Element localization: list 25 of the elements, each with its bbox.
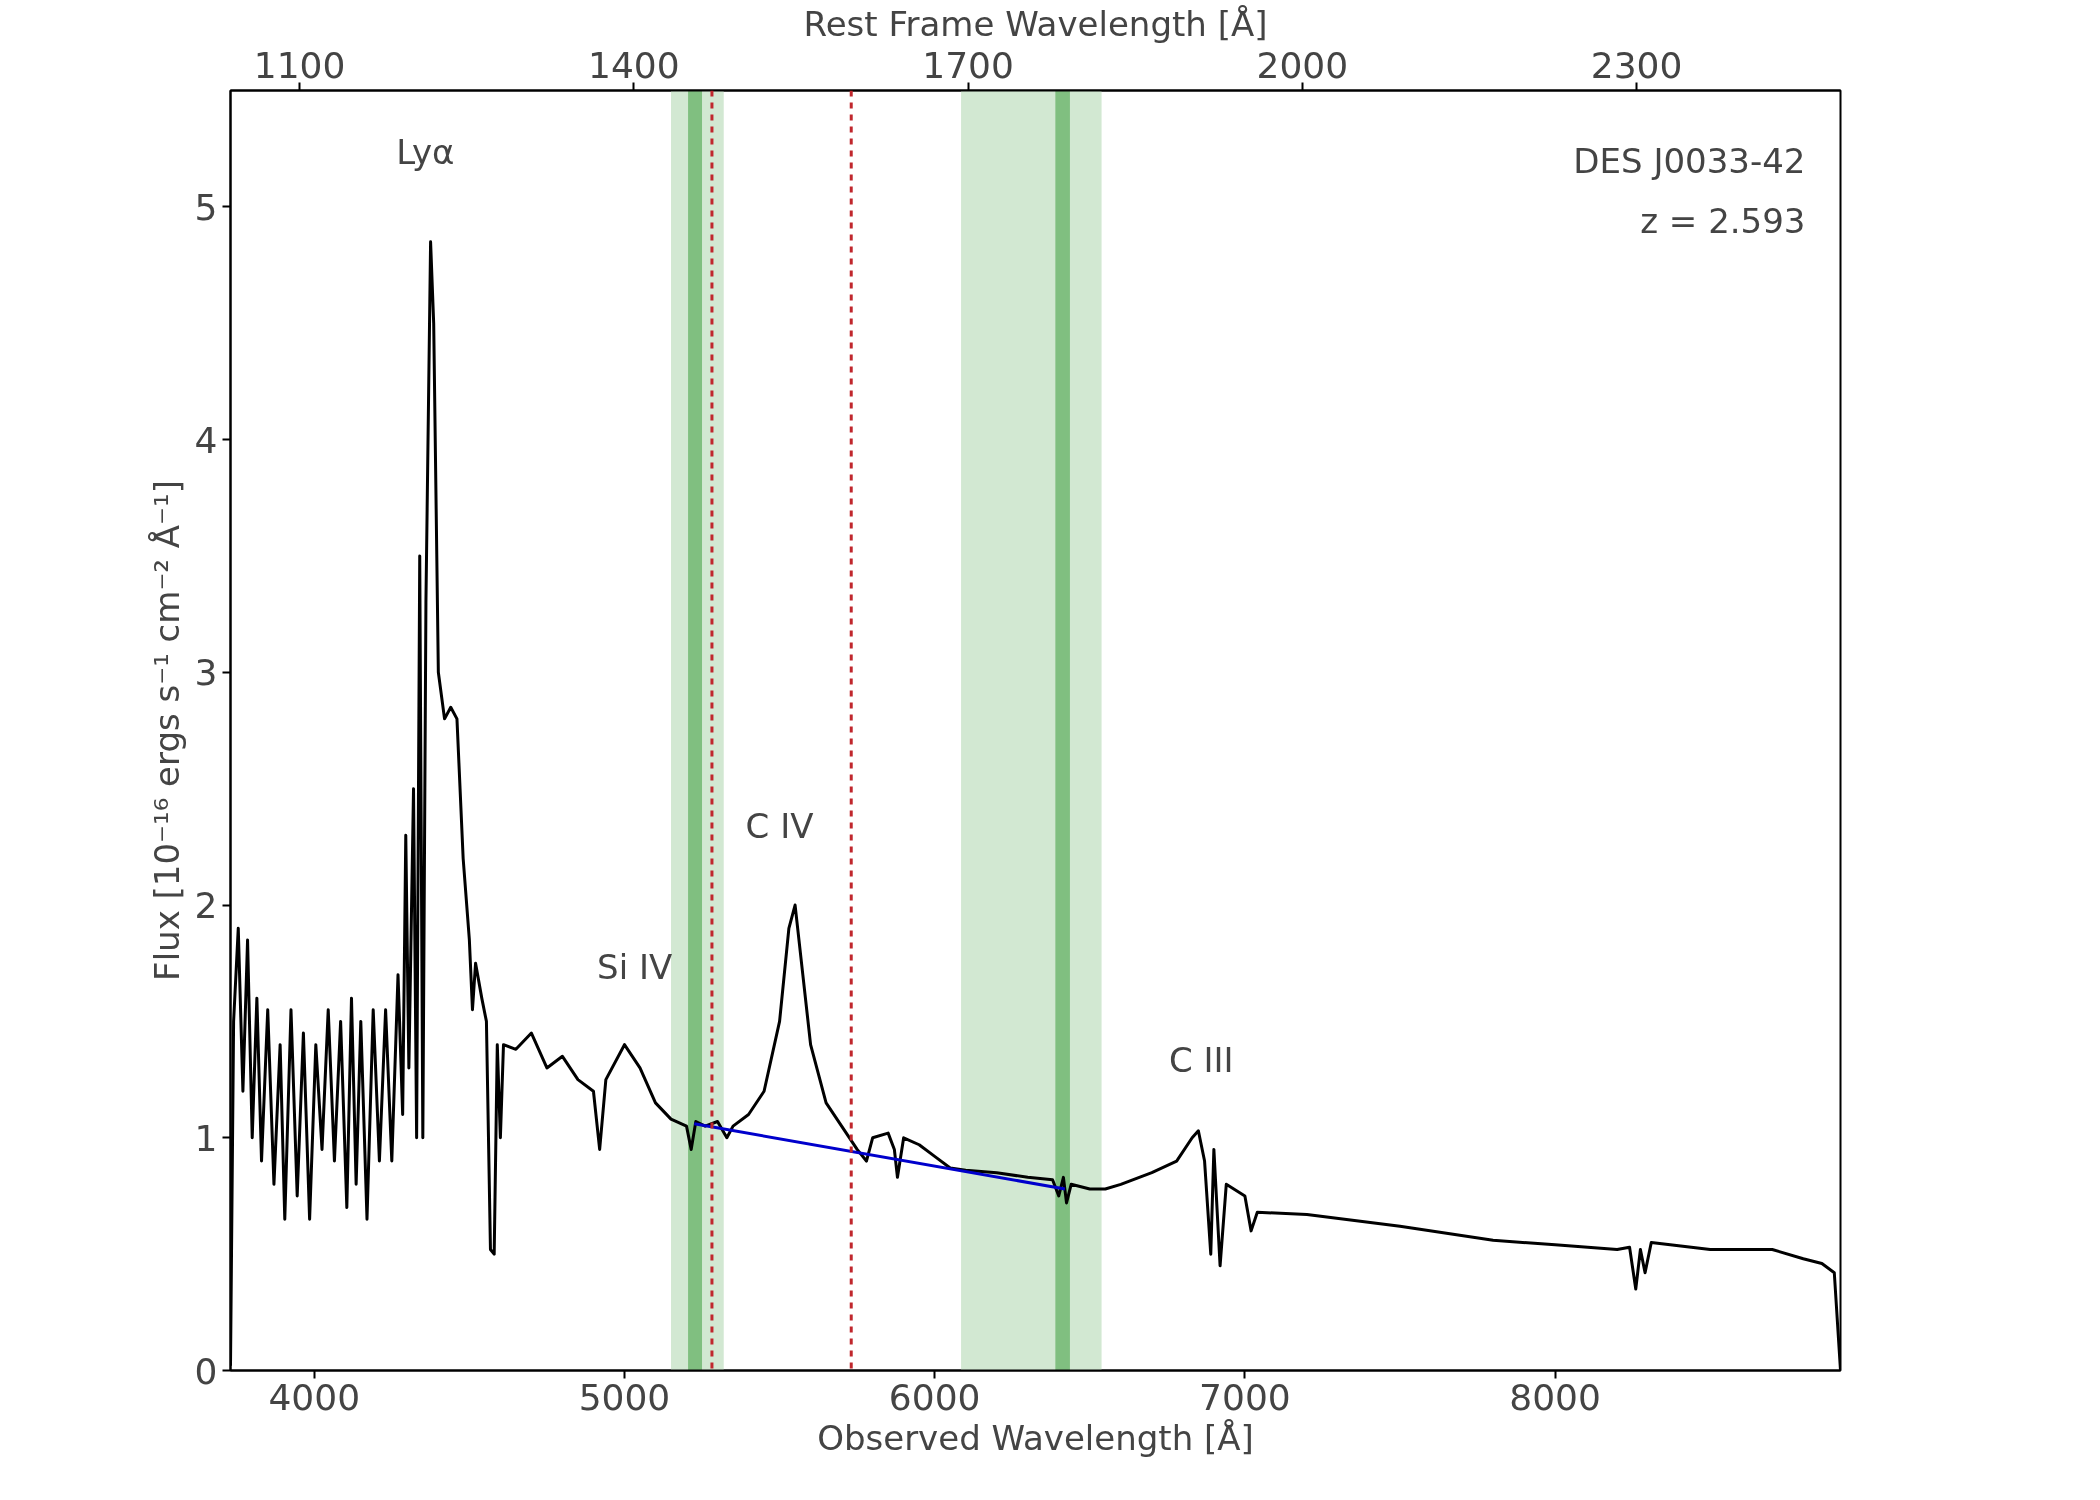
x2-tick-label: 2300 (1590, 44, 1683, 86)
x2-tick-label: 1700 (922, 44, 1014, 86)
y-tick-label: 1 (194, 1117, 218, 1159)
x2-tick-label: 1100 (253, 44, 346, 86)
annotation: C IV (745, 805, 814, 846)
annotation: DES J0033-42 (1573, 140, 1806, 181)
x-tick-label: 5000 (578, 1376, 671, 1418)
x-axis-title: Observed Wavelength [Å] (817, 1417, 1254, 1458)
y-tick-label: 2 (194, 885, 218, 927)
annotation: Si IV (597, 946, 673, 987)
annotation: Lyα (396, 132, 455, 173)
x-tick-label: 6000 (888, 1376, 981, 1418)
y-tick-label: 4 (194, 419, 218, 461)
y-tick-label: 3 (194, 652, 218, 694)
y-axis-title: Flux [10⁻¹⁶ ergs s⁻¹ cm⁻² Å⁻¹] (146, 480, 187, 981)
x-tick-label: 8000 (1509, 1376, 1601, 1418)
y-tick-label: 5 (194, 186, 218, 228)
x2-axis-title: Rest Frame Wavelength [Å] (803, 3, 1268, 44)
x-tick-label: 7000 (1199, 1376, 1291, 1418)
x2-tick-label: 2000 (1256, 44, 1349, 86)
y-tick-label: 0 (194, 1350, 218, 1392)
annotation: z = 2.593 (1640, 200, 1806, 241)
annotation: C III (1169, 1039, 1234, 1080)
x-tick-label: 4000 (268, 1376, 361, 1418)
x2-tick-label: 1400 (588, 44, 680, 86)
